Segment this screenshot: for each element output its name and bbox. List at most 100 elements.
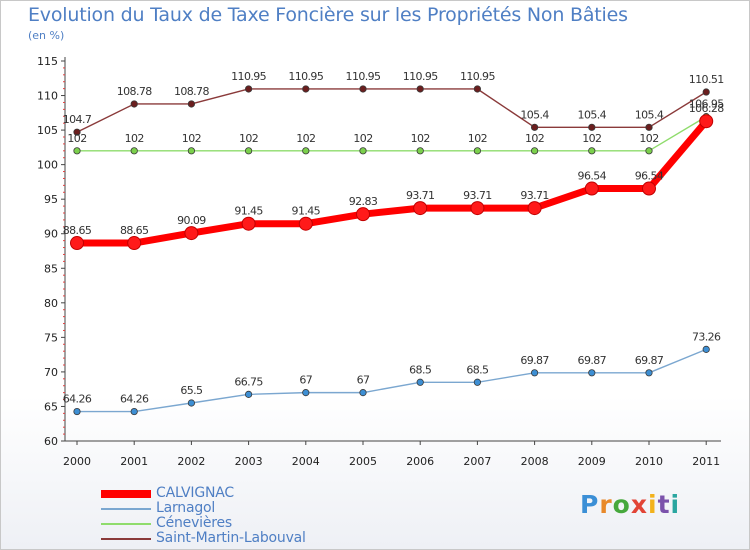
data-label-larnagol: 68.5 — [409, 363, 432, 376]
point-larnagol — [359, 389, 367, 397]
x-tick-label: 2009 — [578, 455, 606, 468]
data-label-c-nevi-res: 106.95 — [689, 98, 724, 111]
point-calvignac — [699, 114, 714, 129]
point-calvignac — [241, 216, 256, 231]
data-label-calvignac: 88.65 — [63, 224, 92, 237]
series-labels: 64.26 64.26 65.5 66.75 67 67 68.5 68.5 69.87 69.8… — [63, 70, 725, 406]
data-label-c-nevi-res: 102 — [182, 132, 201, 145]
data-label-c-nevi-res: 102 — [582, 132, 601, 145]
point-calvignac — [356, 207, 370, 222]
data-label-calvignac: 91.45 — [292, 205, 321, 218]
point-larnagol — [645, 369, 653, 377]
legend-label: Saint-Martin-Labouval — [156, 530, 306, 546]
point-c-nevi-res — [359, 147, 367, 155]
point-saint-martin-labouval — [302, 85, 310, 93]
data-label-saint-martin-labouval: 110.95 — [460, 70, 495, 83]
point-saint-martin-labouval — [73, 128, 81, 136]
point-saint-martin-labouval — [588, 123, 596, 131]
point-larnagol — [245, 390, 253, 398]
point-c-nevi-res — [645, 147, 653, 155]
point-saint-martin-labouval — [416, 85, 424, 93]
point-larnagol — [416, 378, 424, 386]
unit-label: (en %) — [28, 29, 65, 42]
data-label-calvignac: 96.54 — [635, 170, 664, 183]
data-label-c-nevi-res: 102 — [468, 132, 487, 145]
axes: 60 65 70 75 80 85 90 95 100 105 110 115 2000 2001 2002… — [37, 55, 721, 468]
point-larnagol — [187, 399, 195, 407]
series-markers — [70, 85, 714, 416]
x-tick-label: 2010 — [635, 455, 663, 468]
data-label-calvignac: 88.65 — [120, 224, 149, 237]
data-label-c-nevi-res: 102 — [125, 132, 144, 145]
chart-title: Evolution du Taux de Taxe Foncière sur l… — [28, 4, 628, 26]
data-label-larnagol: 69.87 — [520, 354, 549, 367]
data-label-calvignac: 90.09 — [177, 214, 206, 227]
point-saint-martin-labouval — [187, 100, 195, 108]
logo-letter: i — [670, 490, 681, 519]
point-c-nevi-res — [473, 147, 481, 155]
logo-letter: r — [599, 490, 613, 519]
y-tick-label: 60 — [44, 435, 58, 448]
y-tick-label: 75 — [44, 331, 58, 344]
data-label-c-nevi-res: 102 — [639, 132, 658, 145]
data-label-c-nevi-res: 102 — [296, 132, 315, 145]
data-label-saint-martin-labouval: 105.4 — [635, 108, 664, 121]
data-label-larnagol: 67 — [357, 374, 370, 387]
series-line-calvignac — [73, 117, 710, 247]
y-tick-label: 80 — [44, 297, 58, 310]
point-calvignac — [527, 201, 542, 216]
legend-label: Cénevières — [156, 515, 233, 531]
data-label-saint-martin-labouval: 105.4 — [520, 108, 549, 121]
data-label-larnagol: 73.26 — [692, 330, 721, 343]
y-tick-label: 100 — [37, 159, 58, 172]
point-larnagol — [588, 369, 596, 377]
x-tick-label: 2000 — [63, 455, 91, 468]
series-line-saint-martin-labouval — [76, 88, 707, 133]
data-label-calvignac: 93.71 — [520, 189, 549, 202]
point-larnagol — [302, 389, 310, 397]
data-label-saint-martin-labouval: 110.95 — [231, 70, 266, 83]
data-label-larnagol: 67 — [299, 374, 312, 387]
data-label-larnagol: 68.5 — [466, 363, 489, 376]
point-saint-martin-labouval — [473, 85, 481, 93]
data-label-larnagol: 65.5 — [180, 384, 203, 397]
x-tick-label: 2003 — [235, 455, 263, 468]
proxiti-logo: Proxiti — [580, 490, 680, 519]
point-calvignac — [470, 201, 485, 216]
data-label-saint-martin-labouval: 108.78 — [117, 85, 152, 98]
data-label-larnagol: 66.75 — [234, 375, 263, 388]
legend-label: Larnagol — [156, 500, 216, 516]
point-c-nevi-res — [588, 147, 596, 155]
data-label-saint-martin-labouval: 104.7 — [63, 113, 92, 126]
point-saint-martin-labouval — [130, 100, 138, 108]
x-tick-label: 2001 — [120, 455, 148, 468]
x-tick-label: 2007 — [463, 455, 491, 468]
logo-letter: t — [657, 490, 671, 519]
data-label-saint-martin-labouval: 108.78 — [174, 85, 209, 98]
data-label-saint-martin-labouval: 105.4 — [578, 108, 607, 121]
series-lines — [73, 88, 710, 413]
logo-letter: i — [648, 490, 658, 519]
point-calvignac — [127, 236, 142, 251]
data-label-c-nevi-res: 102 — [525, 132, 544, 145]
data-label-c-nevi-res: 102 — [353, 132, 372, 145]
point-c-nevi-res — [245, 147, 253, 155]
point-calvignac — [184, 226, 199, 241]
data-label-larnagol: 64.26 — [120, 393, 149, 406]
legend-swatch — [101, 490, 151, 498]
data-label-calvignac: 93.71 — [406, 189, 435, 202]
data-label-saint-martin-labouval: 110.51 — [689, 73, 724, 86]
point-saint-martin-labouval — [645, 123, 653, 131]
y-tick-label: 90 — [44, 228, 58, 241]
point-calvignac — [584, 181, 599, 196]
logo-letter: o — [612, 490, 631, 519]
data-label-c-nevi-res: 102 — [239, 132, 258, 145]
series-line-larnagol — [76, 348, 707, 413]
data-label-larnagol: 69.87 — [635, 354, 664, 367]
y-tick-label: 85 — [44, 262, 58, 275]
x-tick-label: 2011 — [692, 455, 720, 468]
y-tick-label: 110 — [37, 90, 58, 103]
data-label-calvignac: 96.54 — [578, 170, 607, 183]
